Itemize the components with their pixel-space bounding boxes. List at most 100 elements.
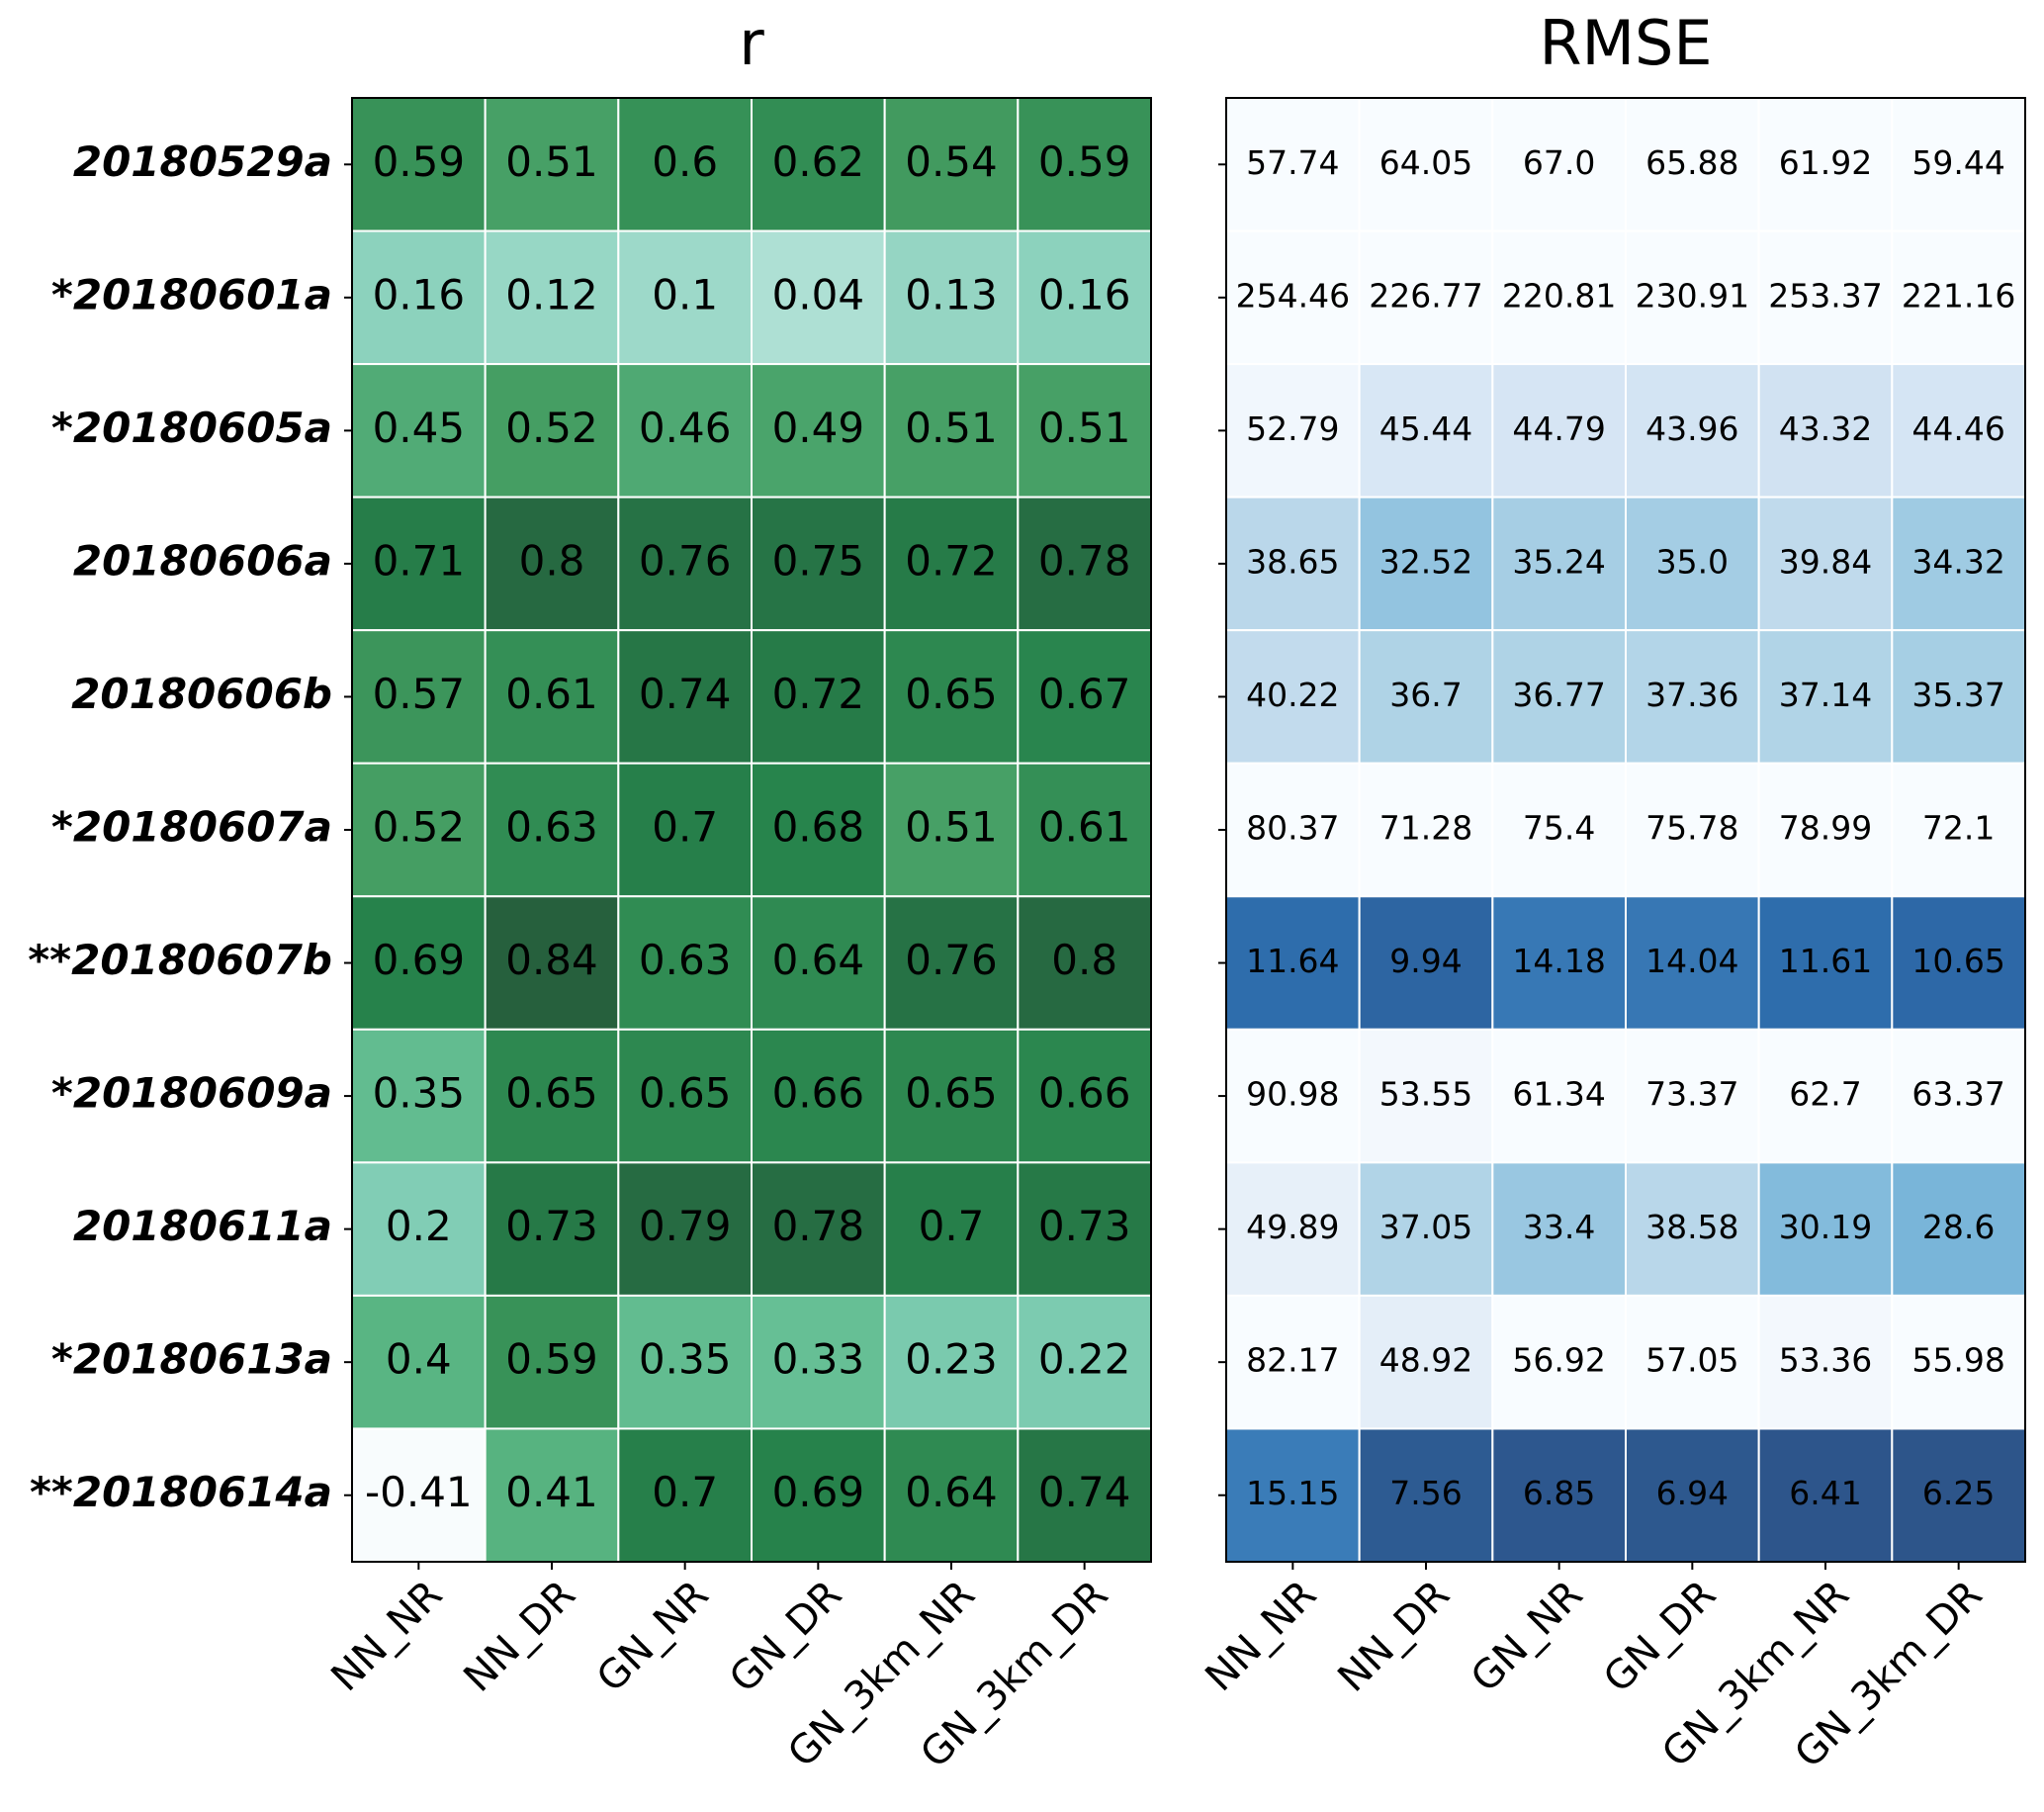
cell-label: 254.46 xyxy=(1236,276,1350,315)
cell-label: 35.24 xyxy=(1512,542,1605,581)
cell xyxy=(351,1427,487,1564)
cell-label: 0.76 xyxy=(639,536,732,585)
cell xyxy=(484,363,620,498)
cell-label: 6.25 xyxy=(1922,1474,1995,1512)
cell xyxy=(1225,97,1361,232)
cell xyxy=(1757,496,1894,632)
cell-label: 0.51 xyxy=(1038,404,1131,452)
cell-label: 37.36 xyxy=(1645,676,1738,714)
cell-label: 62.7 xyxy=(1789,1075,1861,1114)
cell xyxy=(1625,1427,1760,1564)
cell-label: 0.65 xyxy=(905,670,998,718)
cell xyxy=(351,1161,487,1297)
cell-label: 14.04 xyxy=(1645,942,1738,980)
cell-label: 59.44 xyxy=(1911,143,2004,182)
row-label: **20180614a xyxy=(30,1468,332,1516)
cell-label: 39.84 xyxy=(1779,542,1872,581)
cell xyxy=(617,1161,753,1297)
cell xyxy=(617,895,753,1031)
cell xyxy=(1358,363,1494,498)
cell-label: 57.74 xyxy=(1246,143,1339,182)
cell-label: 52.79 xyxy=(1246,409,1339,448)
cell xyxy=(1891,629,2027,765)
cell xyxy=(1358,496,1494,632)
cell xyxy=(351,1028,487,1164)
cell-label: 0.78 xyxy=(772,1202,865,1250)
cell-label: 75.78 xyxy=(1645,809,1738,848)
cell xyxy=(883,496,1020,632)
cell-label: 0.7 xyxy=(652,803,718,852)
cell-label: 220.81 xyxy=(1502,276,1616,315)
cell-label: 0.62 xyxy=(772,137,865,186)
cell-label: 0.52 xyxy=(373,803,466,852)
cell xyxy=(1625,762,1760,898)
column-label: NN_NR xyxy=(322,1572,451,1700)
cell xyxy=(1891,363,2027,498)
cell-label: 0.23 xyxy=(905,1335,998,1384)
cell-label: 0.6 xyxy=(652,137,718,186)
cell-label: 253.37 xyxy=(1768,276,1882,315)
cell-label: 0.4 xyxy=(386,1335,452,1384)
cell-label: 0.74 xyxy=(639,670,732,718)
cell-label: 49.89 xyxy=(1246,1208,1339,1246)
cell xyxy=(751,229,886,366)
cell xyxy=(1891,1294,2027,1430)
cell-label: 0.04 xyxy=(772,270,865,318)
cell-label: 53.55 xyxy=(1379,1075,1472,1114)
cell-label: 36.77 xyxy=(1512,676,1605,714)
cell-label: 0.13 xyxy=(905,270,998,318)
cell xyxy=(1757,1028,1894,1164)
cell xyxy=(1757,629,1894,765)
cell-label: 0.66 xyxy=(1038,1069,1131,1118)
cell-label: 0.46 xyxy=(639,404,732,452)
cell xyxy=(751,363,886,498)
cell-label: 0.16 xyxy=(1038,270,1131,318)
cell-label: 0.54 xyxy=(905,137,998,186)
column-label: GN_DR xyxy=(721,1572,850,1701)
cell xyxy=(351,97,487,232)
column-label: NN_DR xyxy=(455,1572,583,1700)
cell-label: 11.64 xyxy=(1246,942,1339,980)
cell xyxy=(1017,1028,1153,1164)
cell xyxy=(1225,229,1361,366)
cell xyxy=(883,1161,1020,1297)
cell xyxy=(883,363,1020,498)
cell xyxy=(617,629,753,765)
cell xyxy=(1491,1427,1628,1564)
cell xyxy=(484,496,620,632)
cell-label: 35.0 xyxy=(1656,542,1729,581)
cell-label: 37.05 xyxy=(1379,1208,1472,1246)
cell-label: 0.65 xyxy=(639,1069,732,1118)
row-label: **20180607b xyxy=(28,936,332,984)
cell-label: 0.65 xyxy=(505,1069,598,1118)
cell xyxy=(751,1427,886,1564)
cell-label: 55.98 xyxy=(1911,1341,2004,1380)
cell-label: 64.05 xyxy=(1379,143,1472,182)
cell-label: 15.15 xyxy=(1246,1474,1339,1512)
cell-label: 0.73 xyxy=(1038,1202,1131,1250)
cell-label: 0.73 xyxy=(505,1202,598,1250)
cell-label: 0.7 xyxy=(652,1468,718,1516)
cell-label: 82.17 xyxy=(1246,1341,1339,1380)
cell xyxy=(1491,1161,1628,1297)
cell xyxy=(1358,1427,1494,1564)
cell xyxy=(883,1028,1020,1164)
cell-label: 230.91 xyxy=(1636,276,1749,315)
cell xyxy=(1225,895,1361,1031)
cell-label: 75.4 xyxy=(1523,809,1595,848)
cell xyxy=(1891,229,2027,366)
cell-label: 48.92 xyxy=(1379,1341,1472,1380)
cell xyxy=(1491,1028,1628,1164)
cell-label: 38.65 xyxy=(1246,542,1339,581)
cell-label: 37.14 xyxy=(1779,676,1872,714)
cell xyxy=(351,496,487,632)
cell-label: 34.32 xyxy=(1911,542,2004,581)
cell-label: 11.61 xyxy=(1779,942,1872,980)
cell-label: 38.58 xyxy=(1645,1208,1738,1246)
cell-label: 0.51 xyxy=(905,404,998,452)
cell xyxy=(1757,895,1894,1031)
cell xyxy=(1625,1028,1760,1164)
cell-label: 65.88 xyxy=(1645,143,1738,182)
cell-label: -0.41 xyxy=(365,1468,473,1516)
